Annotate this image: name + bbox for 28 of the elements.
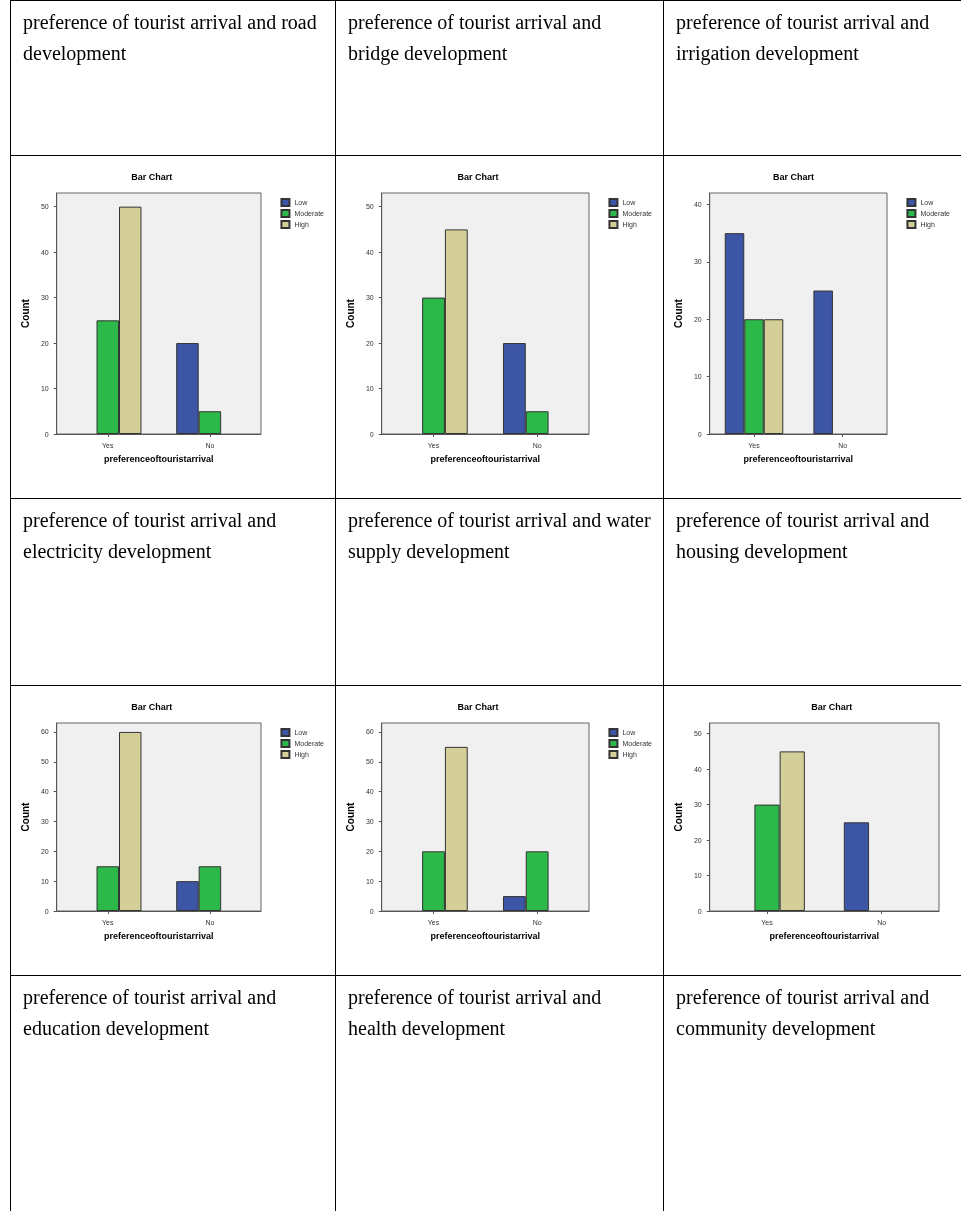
x-axis-title: preferenceoftouristarrival [104, 453, 214, 464]
text: preference of tourist arrival and bridge development [335, 0, 663, 155]
chart-title: Bar Chart [811, 701, 853, 712]
chart-title: Bar Chart [131, 171, 173, 182]
x-axis-title: preferenceoftouristarrival [769, 930, 880, 941]
bar [813, 290, 833, 434]
text: preference of tourist arrival and road development [10, 0, 335, 155]
text: preference of tourist arrival and community development [663, 975, 961, 1211]
y-axis-title: Count [19, 298, 31, 328]
y-axis-title: Count [19, 801, 31, 832]
text: preference of tourist arrival and irrigation development [663, 0, 961, 155]
text: preference of tourist arrival and electricity development [10, 498, 335, 685]
x-axis-title: preferenceoftouristarrival [104, 930, 214, 941]
x-axis-title: preferenceoftouristarrival [743, 453, 854, 464]
chart-title: Bar Chart [131, 701, 173, 712]
chart-title: Bar Chart [772, 171, 814, 182]
chart-title: Bar Chart [457, 171, 499, 182]
x-axis-title: preferenceoftouristarrival [430, 930, 541, 941]
chart-title: Bar Chart [457, 701, 499, 712]
text: preference of tourist arrival and housing development [663, 498, 961, 685]
text: preference of tourist arrival and water supply development [335, 498, 663, 685]
y-axis-title: Count [344, 298, 356, 328]
y-axis-title: Count [344, 801, 356, 832]
x-axis-title: preferenceoftouristarrival [430, 453, 541, 464]
y-axis-title: Count [672, 801, 684, 832]
y-axis-title: Count [672, 298, 684, 328]
text: preference of tourist arrival and education development [10, 975, 335, 1211]
text: preference of tourist arrival and health development [335, 975, 663, 1211]
